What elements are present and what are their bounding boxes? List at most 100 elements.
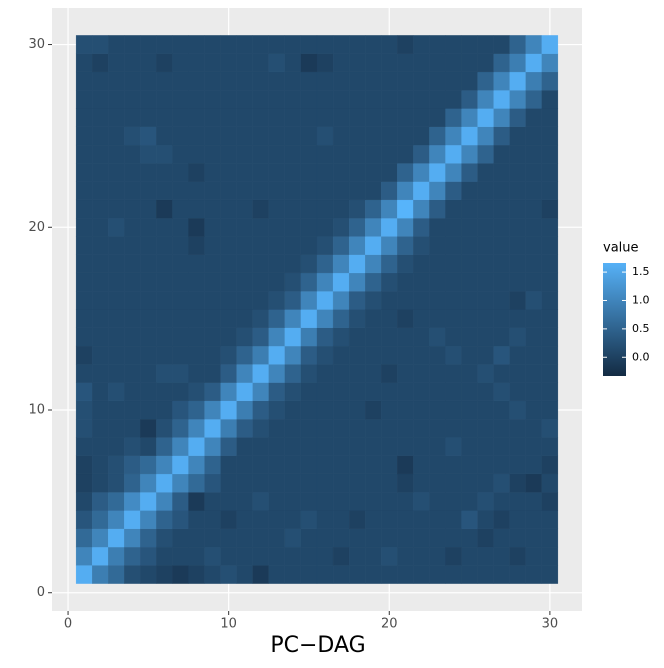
tile xyxy=(140,492,157,511)
tile xyxy=(300,108,318,127)
tile xyxy=(445,437,462,456)
tile xyxy=(204,565,221,584)
tile xyxy=(477,53,494,73)
tile xyxy=(236,309,253,328)
tile xyxy=(284,53,302,73)
tile xyxy=(108,254,125,274)
tile xyxy=(268,181,286,201)
tile xyxy=(429,291,446,310)
tile xyxy=(525,254,542,274)
tile xyxy=(445,400,462,420)
tile xyxy=(541,473,559,493)
tile xyxy=(316,181,334,201)
colorbar-label: 0.5 xyxy=(632,322,650,335)
tile xyxy=(268,546,286,566)
tile xyxy=(348,217,366,237)
tile xyxy=(397,400,414,420)
tile xyxy=(268,473,286,493)
tile xyxy=(252,181,269,201)
tile xyxy=(124,473,141,493)
tile xyxy=(348,345,366,365)
tile xyxy=(477,181,494,201)
tile xyxy=(316,291,334,310)
tile xyxy=(365,473,382,493)
tile xyxy=(509,546,526,566)
tile xyxy=(124,254,141,274)
tile xyxy=(413,291,430,310)
tile xyxy=(397,108,414,127)
tile xyxy=(397,309,414,328)
tile xyxy=(348,163,366,182)
tile xyxy=(445,473,462,493)
tile xyxy=(108,400,125,420)
tile xyxy=(477,455,494,475)
tile xyxy=(284,126,302,146)
tile xyxy=(316,217,334,237)
tile xyxy=(172,35,189,54)
tile xyxy=(365,144,382,164)
tile xyxy=(172,108,189,127)
tile xyxy=(541,455,559,475)
tile xyxy=(268,71,286,91)
tile xyxy=(188,309,205,328)
tile xyxy=(525,382,542,402)
tile xyxy=(477,71,494,91)
tile xyxy=(172,90,189,109)
tile xyxy=(124,181,141,201)
tile xyxy=(124,108,141,127)
tile xyxy=(75,144,93,164)
tile xyxy=(477,199,494,219)
tile xyxy=(108,345,125,365)
tile xyxy=(252,291,269,310)
tile xyxy=(381,291,398,310)
tile xyxy=(316,236,334,255)
tile xyxy=(188,163,205,182)
tile xyxy=(204,272,221,292)
tile xyxy=(172,254,189,274)
tile xyxy=(156,181,173,201)
tile xyxy=(348,546,366,566)
tile xyxy=(204,528,221,548)
tile xyxy=(92,309,109,328)
tile xyxy=(268,126,286,146)
tile xyxy=(316,345,334,365)
tile xyxy=(156,163,173,182)
tile xyxy=(397,35,414,54)
tile xyxy=(140,528,157,548)
tile xyxy=(172,565,189,584)
tile xyxy=(268,492,286,511)
tile xyxy=(509,291,526,310)
tile xyxy=(252,437,269,456)
tile xyxy=(284,510,302,529)
tile xyxy=(477,528,494,548)
tile xyxy=(509,53,526,73)
tile xyxy=(220,126,237,146)
tile xyxy=(300,418,318,438)
tile xyxy=(268,345,286,365)
tile xyxy=(429,163,446,182)
tile xyxy=(268,236,286,255)
tile xyxy=(140,437,157,456)
tile xyxy=(316,400,334,420)
tile xyxy=(156,345,173,365)
tile xyxy=(204,53,221,73)
tile xyxy=(300,236,318,255)
tile xyxy=(236,181,253,201)
tile xyxy=(461,437,478,456)
tile xyxy=(75,492,93,511)
tile xyxy=(525,35,542,54)
tile xyxy=(413,364,430,383)
tile xyxy=(332,546,350,566)
tile xyxy=(220,345,237,365)
tile xyxy=(413,510,430,529)
tile xyxy=(413,473,430,493)
tile xyxy=(220,510,237,529)
tile xyxy=(236,418,253,438)
tile xyxy=(509,418,526,438)
tile xyxy=(365,345,382,365)
tile xyxy=(300,400,318,420)
tile xyxy=(300,53,318,73)
tile xyxy=(236,382,253,402)
tile xyxy=(461,382,478,402)
tile xyxy=(156,53,173,73)
